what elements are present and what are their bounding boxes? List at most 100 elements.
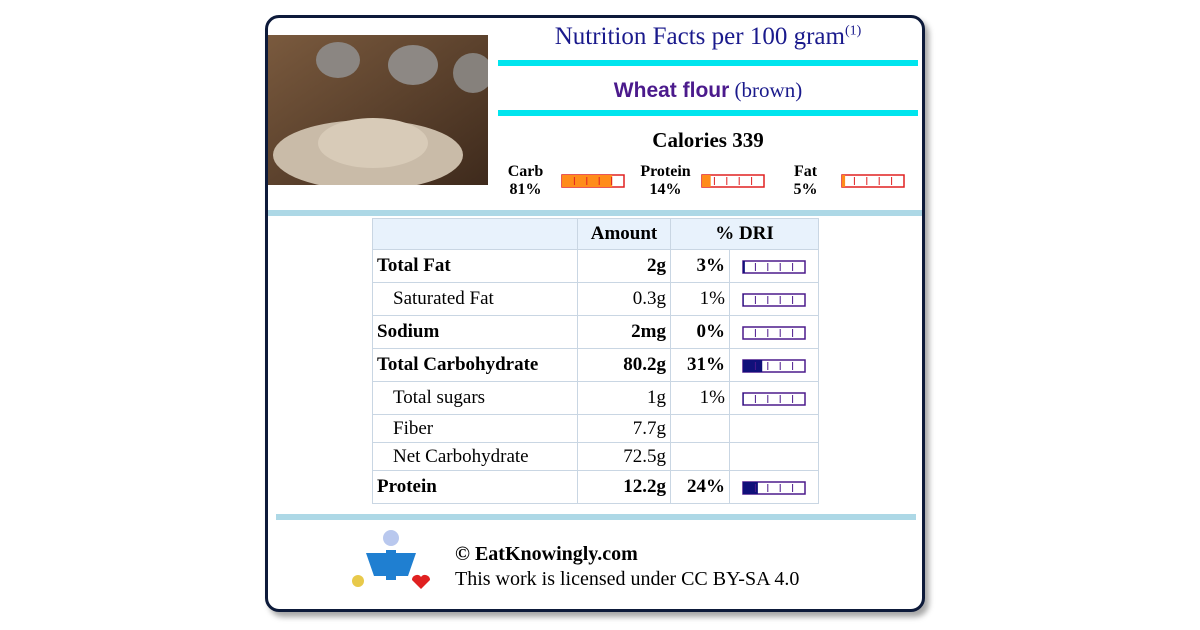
divider (276, 514, 916, 520)
dri-bar-cell (729, 348, 819, 382)
macro-text: Fat 5% (778, 163, 833, 199)
row: Total Carbohydrate 80.2g 31% (372, 348, 819, 382)
license: This work is licensed under CC BY-SA 4.0 (455, 568, 800, 590)
gauge-frame (701, 174, 765, 189)
bar (743, 481, 758, 494)
bar-gauge (742, 358, 806, 373)
dri-percent: 1% (670, 381, 730, 415)
divider (498, 60, 918, 66)
dri-bar-cell (729, 282, 819, 316)
amount: 7.7g (577, 414, 671, 443)
calories-label: Calories (652, 128, 727, 152)
macro-percent: 5% (793, 181, 818, 198)
bar-gauge (742, 325, 806, 340)
bar (743, 392, 744, 405)
row: Total Fat 2g 3% (372, 249, 819, 283)
dri-bar-cell (729, 249, 819, 283)
bar-gauge (701, 174, 765, 189)
empty-cell (670, 414, 730, 443)
macro: Protein 14% (638, 161, 778, 206)
dri-bar-cell (729, 315, 819, 349)
amount: 2mg (577, 315, 671, 349)
gauge-frame (742, 259, 806, 274)
gauge-frame (841, 174, 905, 189)
dri-percent: 24% (670, 470, 730, 504)
empty-cell (670, 442, 730, 471)
nutrition-card: Nutrition Facts per 100 gram(1) Wheat fl… (265, 15, 925, 612)
nutrient-name: Sodium (372, 315, 578, 349)
nutrient-name: Net Carbohydrate (372, 442, 578, 471)
macro: Fat 5% (778, 161, 918, 206)
food: Wheat flour (613, 79, 730, 102)
amount: 72.5g (577, 442, 671, 471)
bar-gauge (561, 174, 625, 189)
amount: 1g (577, 381, 671, 415)
dri-percent: 0% (670, 315, 730, 349)
nutrient-name: Saturated Fat (372, 282, 578, 316)
bar-gauge (742, 480, 806, 495)
row: Net Carbohydrate 72.5g (372, 442, 819, 471)
macro-name: Carb (507, 163, 544, 180)
bar (743, 260, 745, 273)
divider (498, 110, 918, 116)
amount: 2g (577, 249, 671, 283)
calories-value: 339 (732, 128, 764, 152)
calories: Calories 339 (498, 128, 918, 153)
nutrient-name: Total Fat (372, 249, 578, 283)
macros: Carb 81% Protein 14% Fat 5% (488, 161, 918, 206)
row: Protein 12.2g 24% (372, 470, 819, 504)
empty-cell (729, 442, 819, 471)
bar-gauge (742, 391, 806, 406)
macro-text: Protein 14% (638, 163, 693, 199)
row: Total sugars 1g 1% (372, 381, 819, 415)
dri-bar-cell (729, 381, 819, 415)
amount: 12.2g (577, 470, 671, 504)
variant: (brown) (734, 78, 803, 102)
macro-name: Fat (793, 163, 818, 180)
macro-text: Carb 81% (498, 163, 553, 199)
gauge-frame (742, 325, 806, 340)
dri-percent: 3% (670, 249, 730, 283)
amount: 80.2g (577, 348, 671, 382)
title: Nutrition Facts per 100 gram(1) (498, 23, 918, 51)
nutrient-name: Total Carbohydrate (372, 348, 578, 382)
food-photo (268, 35, 488, 185)
bar (743, 293, 744, 306)
header-cell: % DRI (670, 218, 819, 250)
bar-gauge (742, 259, 806, 274)
nutrient-name: Total sugars (372, 381, 578, 415)
food-name: Wheat flour (brown) (498, 78, 918, 103)
bar-gauge (841, 174, 905, 189)
macro-bar (560, 172, 626, 190)
macro-bar (700, 172, 766, 190)
macro-percent: 81% (509, 181, 542, 198)
macro-name: Protein (640, 163, 691, 180)
bar (702, 175, 711, 188)
nutrient-table: Amount% DRI Total Fat 2g 3% Saturated Fat 0.3… (372, 218, 819, 504)
empty-cell (729, 414, 819, 443)
divider (268, 210, 922, 216)
dri-bar-cell (729, 470, 819, 504)
macro-percent: 14% (649, 181, 682, 198)
bar (842, 175, 846, 188)
amount: 0.3g (577, 282, 671, 316)
header-cell (372, 218, 578, 250)
nutrient-name: Fiber (372, 414, 578, 443)
macro: Carb 81% (498, 161, 638, 206)
footnote: (1) (844, 23, 862, 39)
title-text: Nutrition Facts per 100 gram (554, 23, 845, 50)
gauge-frame (742, 292, 806, 307)
dri-percent: 1% (670, 282, 730, 316)
row: Fiber 7.7g (372, 414, 819, 443)
macro-bar (840, 172, 906, 190)
row: Sodium 2mg 0% (372, 315, 819, 349)
gauge-frame (742, 391, 806, 406)
dri-percent: 31% (670, 348, 730, 382)
row: Saturated Fat 0.3g 1% (372, 282, 819, 316)
bar-gauge (742, 292, 806, 307)
bar (743, 359, 763, 372)
nutrient-name: Protein (372, 470, 578, 504)
header-cell: Amount (577, 218, 671, 250)
header-row: Amount% DRI (372, 218, 819, 250)
